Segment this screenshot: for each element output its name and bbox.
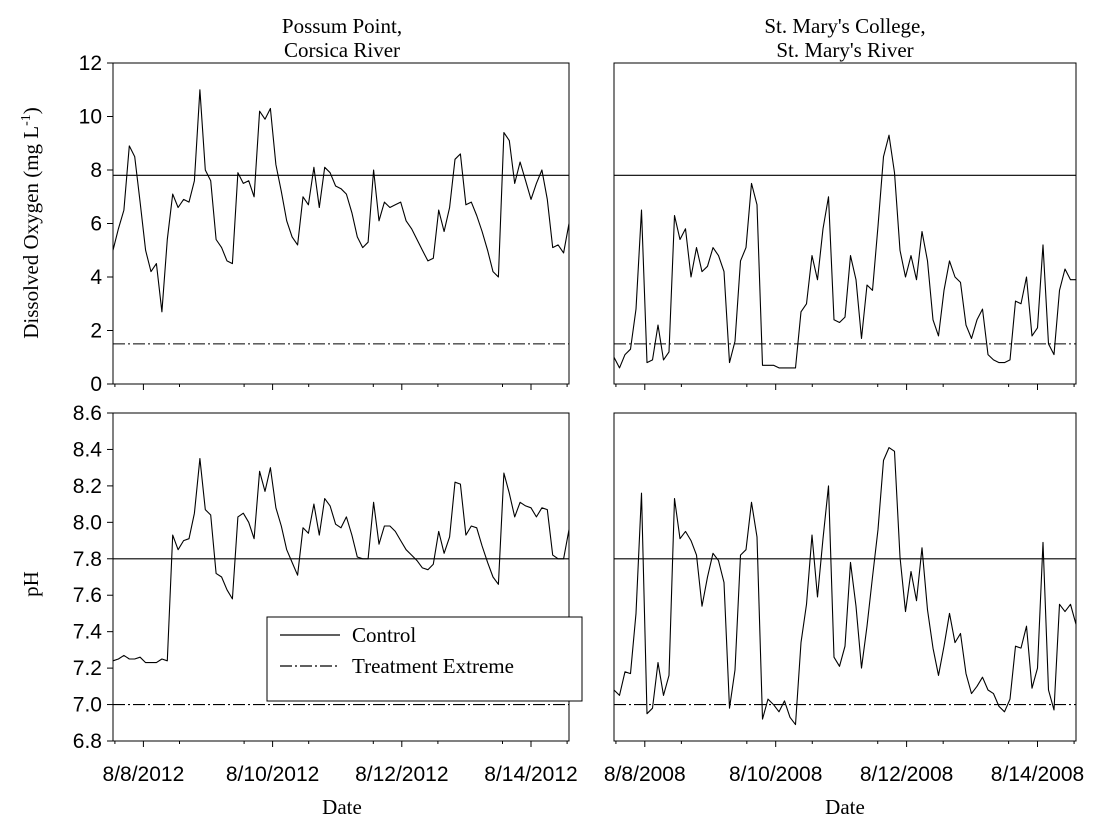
y-tick-label: 0: [90, 373, 102, 396]
panel-do-st-marys: [613, 62, 1077, 390]
data-series-line: [112, 89, 570, 313]
x-tick-label: 8/10/2008: [729, 763, 822, 786]
y-tick-label: 8: [90, 159, 102, 182]
y-axis-title-do-main: Dissolved Oxygen (mg L: [19, 126, 43, 339]
x-tick-label: 8/14/2008: [991, 763, 1084, 786]
x-tick-label: 8/10/2012: [226, 763, 319, 786]
col1-title-line2: Corsica River: [284, 38, 400, 62]
y-tick-label: 2: [90, 320, 102, 343]
y-tick-label: 8.4: [73, 438, 103, 461]
plot-frame: [112, 412, 570, 742]
y-axis-title-ph: pH: [19, 571, 43, 597]
col2-title-line1: St. Mary's College,: [764, 14, 925, 38]
x-tick-label: 8/12/2008: [860, 763, 953, 786]
y-axis-title-do: Dissolved Oxygen (mg L-1): [19, 107, 43, 339]
panel-do-possum-point: 0 2 4 6 8 10 12: [79, 52, 570, 396]
y-tick-label: 7.6: [73, 584, 102, 607]
y-tick-label: 6: [90, 213, 102, 236]
y-tick-label: 4: [90, 266, 102, 289]
x-tick-label: 8/8/2008: [604, 763, 686, 786]
y-tick-label: 7.4: [73, 621, 103, 644]
y-tick-label: 7.0: [73, 694, 102, 717]
y-axis-title-do-sup: -1: [19, 114, 34, 126]
panel-ph-possum-point: 6.8 7.0 7.2 7.4 7.6 7.8 8.0 8.2 8.4 8.6 8/8/2012 8/…: [73, 402, 578, 786]
col2-title-line2: St. Mary's River: [776, 38, 913, 62]
x-tick-label: 8/12/2012: [355, 763, 448, 786]
y-tick-label: 12: [79, 52, 102, 75]
data-series-line: [613, 447, 1077, 726]
y-tick-label: 10: [79, 106, 102, 129]
legend-box: [266, 616, 583, 702]
y-axis-title-do-end: ): [19, 107, 43, 114]
plot-frame: [613, 412, 1077, 742]
legend-treatment-label: Treatment Extreme: [352, 654, 514, 678]
plot-frame: [613, 62, 1077, 385]
data-series-line: [613, 134, 1076, 369]
col1-x-axis-title: Date: [322, 795, 362, 819]
col1-title-line1: Possum Point,: [282, 14, 402, 38]
panel-ph-st-marys: 8/8/2008 8/10/2008 8/12/2008 8/14/2008: [604, 412, 1084, 786]
y-tick-label: 6.8: [73, 730, 102, 753]
x-tick-label: 8/8/2012: [103, 763, 185, 786]
legend-control-label: Control: [352, 623, 416, 647]
x-tick-label: 8/14/2012: [484, 763, 577, 786]
y-tick-label: 7.8: [73, 548, 102, 571]
y-tick-label: 8.0: [73, 511, 102, 534]
col2-x-axis-title: Date: [825, 795, 865, 819]
legend: Control Treatment Extreme: [266, 616, 583, 702]
data-series-line: [112, 458, 570, 664]
y-tick-label: 8.6: [73, 402, 102, 425]
y-tick-label: 8.2: [73, 475, 102, 498]
y-tick-label: 7.2: [73, 657, 102, 680]
